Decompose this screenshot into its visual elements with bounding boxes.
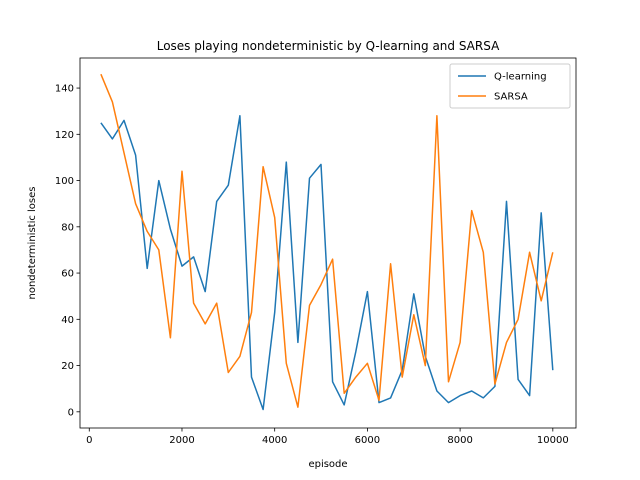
- y-tick-label: 20: [61, 361, 74, 372]
- legend-label: SARSA: [494, 92, 528, 103]
- x-tick-label: 8000: [447, 435, 472, 446]
- x-tick-label: 0: [86, 435, 92, 446]
- legend: Q-learning SARSA: [449, 63, 571, 109]
- x-tick-label: 2000: [169, 435, 194, 446]
- y-tick-label: 100: [55, 176, 74, 187]
- plot-area: [100, 73, 554, 411]
- x-axis-label: episode: [308, 459, 347, 470]
- series-line-sarsa: [100, 73, 554, 408]
- x-axis: 0 2000 4000 6000 8000 10000: [86, 428, 569, 446]
- y-tick-label: 40: [61, 315, 74, 326]
- legend-label: Q-learning: [494, 72, 547, 83]
- y-tick-label: 60: [61, 269, 74, 280]
- x-tick-label: 4000: [262, 435, 287, 446]
- x-tick-label: 6000: [355, 435, 380, 446]
- y-tick-label: 0: [68, 407, 74, 418]
- y-axis-label: nondeterministic loses: [27, 187, 38, 300]
- chart-title: Loses playing nondeterministic by Q-lear…: [157, 39, 500, 53]
- y-tick-label: 120: [55, 130, 74, 141]
- legend-box: [449, 63, 571, 109]
- axes-frame: [79, 57, 577, 429]
- x-tick-label: 10000: [537, 435, 569, 446]
- y-tick-label: 140: [55, 84, 74, 95]
- y-axis: 0 20 40 60 80 100 120 140: [55, 84, 80, 418]
- y-tick-label: 80: [61, 222, 74, 233]
